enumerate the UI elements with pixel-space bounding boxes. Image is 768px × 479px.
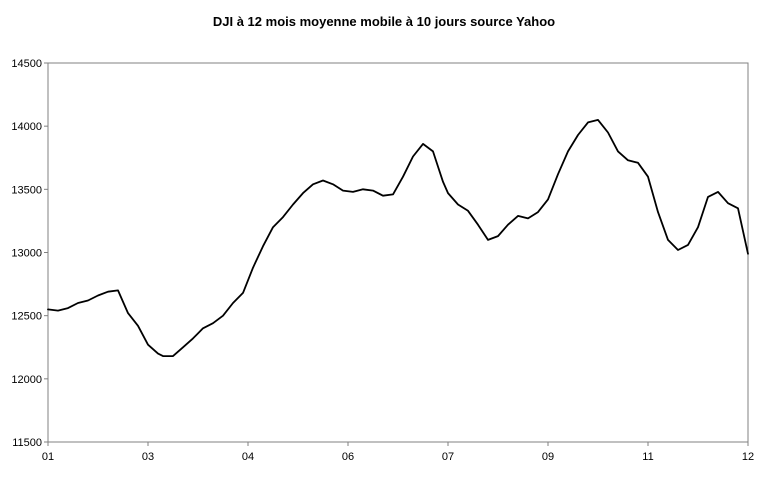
x-tick-label: 06 xyxy=(342,451,354,463)
series-line xyxy=(47,119,749,357)
x-tick-label: 12 xyxy=(742,451,754,463)
y-tick-label: 13500 xyxy=(11,184,42,196)
x-tick-label: 11 xyxy=(642,451,653,463)
chart-title: DJI à 12 mois moyenne mobile à 10 jours … xyxy=(213,14,555,29)
y-tick-label: 14500 xyxy=(11,58,42,70)
y-tick-label: 12000 xyxy=(11,374,42,386)
y-tick-label: 11500 xyxy=(12,437,42,449)
x-tick-label: 07 xyxy=(442,451,454,463)
x-axis: 01 03 04 06 07 09 11 12 xyxy=(42,442,754,463)
plot-area xyxy=(47,62,749,443)
y-axis: 11500 12000 12500 13000 13500 14000 14500 xyxy=(11,58,48,449)
x-tick-label: 01 xyxy=(42,451,54,463)
y-tick-label: 12500 xyxy=(11,311,42,323)
x-tick-label: 09 xyxy=(542,451,554,463)
y-tick-label: 13000 xyxy=(11,248,42,260)
x-tick-label: 04 xyxy=(242,451,254,463)
x-tick-label: 03 xyxy=(142,451,154,463)
y-tick-label: 14000 xyxy=(11,121,42,133)
